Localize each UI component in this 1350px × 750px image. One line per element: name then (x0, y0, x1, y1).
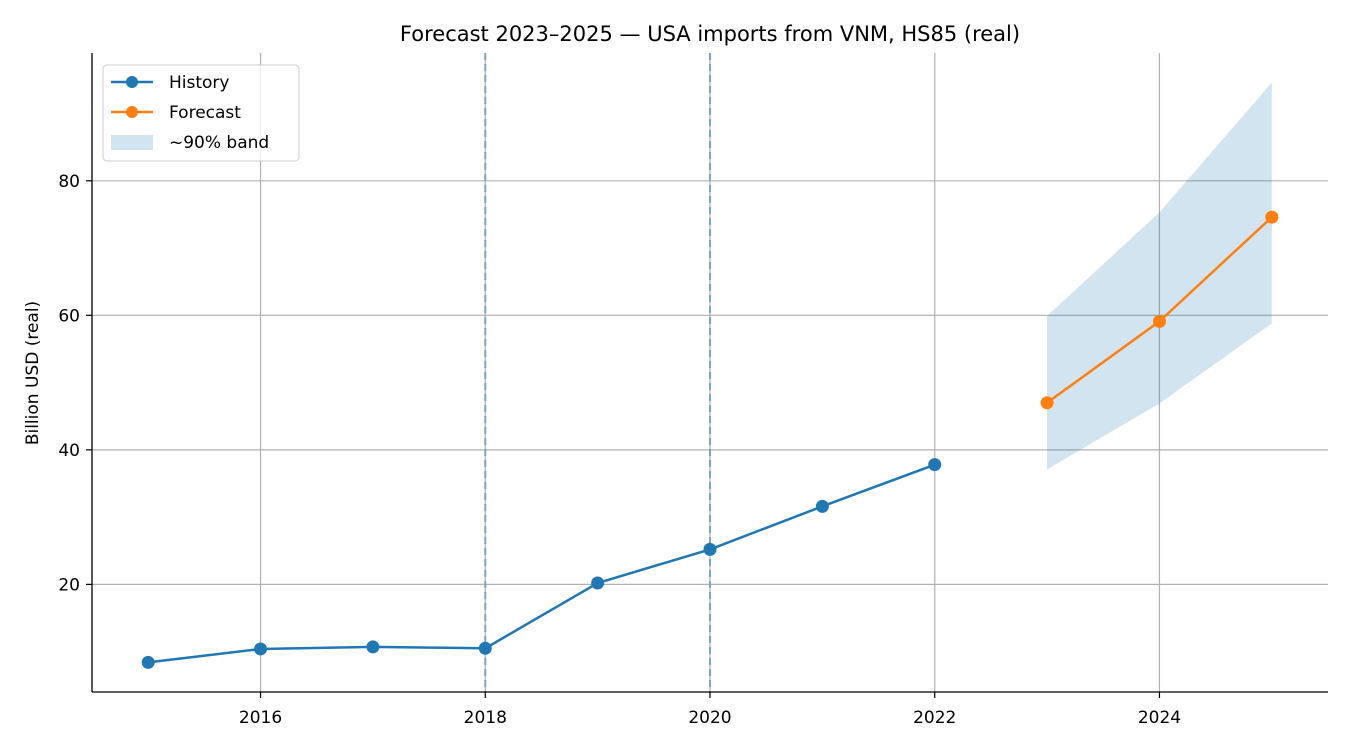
history-data-point (703, 542, 717, 556)
y-tick-label: 60 (58, 306, 80, 326)
history-data-point (591, 576, 605, 590)
history-data-point (928, 458, 942, 472)
x-tick-label: 2016 (239, 708, 282, 728)
forecast-band (1047, 82, 1272, 470)
history-data-point (478, 641, 492, 655)
history-data-point (815, 499, 829, 513)
legend-history-label: History (169, 73, 229, 93)
history-data-point (141, 655, 155, 669)
legend-frame (102, 64, 300, 162)
y-tick-label: 40 (58, 441, 80, 461)
history-series-line (148, 463, 936, 664)
forecast-band-area (1047, 82, 1272, 470)
forecast-data-point (1040, 396, 1054, 410)
legend-forecast-label: Forecast (169, 103, 241, 123)
forecast-data-point (1152, 314, 1166, 328)
tick-labels: 2016 2018 2020 2022 2024 20 40 60 80 (58, 172, 1181, 728)
event-lines (484, 53, 711, 692)
y-tick-label: 20 (58, 575, 80, 595)
chart-title: Forecast 2023–2025 — USA imports from VN… (400, 22, 1020, 46)
history-data-point (366, 640, 380, 654)
legend-forecast-marker (126, 106, 138, 118)
x-tick-label: 2020 (688, 708, 731, 728)
x-tick-label: 2024 (1138, 708, 1181, 728)
y-axis-label: Billion USD (real) (23, 301, 43, 445)
legend-band-label: ~90% band (169, 133, 269, 153)
legend-history-marker (126, 76, 138, 88)
x-tick-label: 2022 (913, 708, 956, 728)
y-tick-label: 80 (58, 172, 80, 192)
history-data-point (254, 642, 268, 656)
forecast-data-point (1265, 210, 1279, 224)
legend-band-swatch (111, 135, 153, 150)
legend: History Forecast ~90% band (102, 64, 300, 162)
series (141, 210, 1279, 669)
x-tick-label: 2018 (464, 708, 507, 728)
